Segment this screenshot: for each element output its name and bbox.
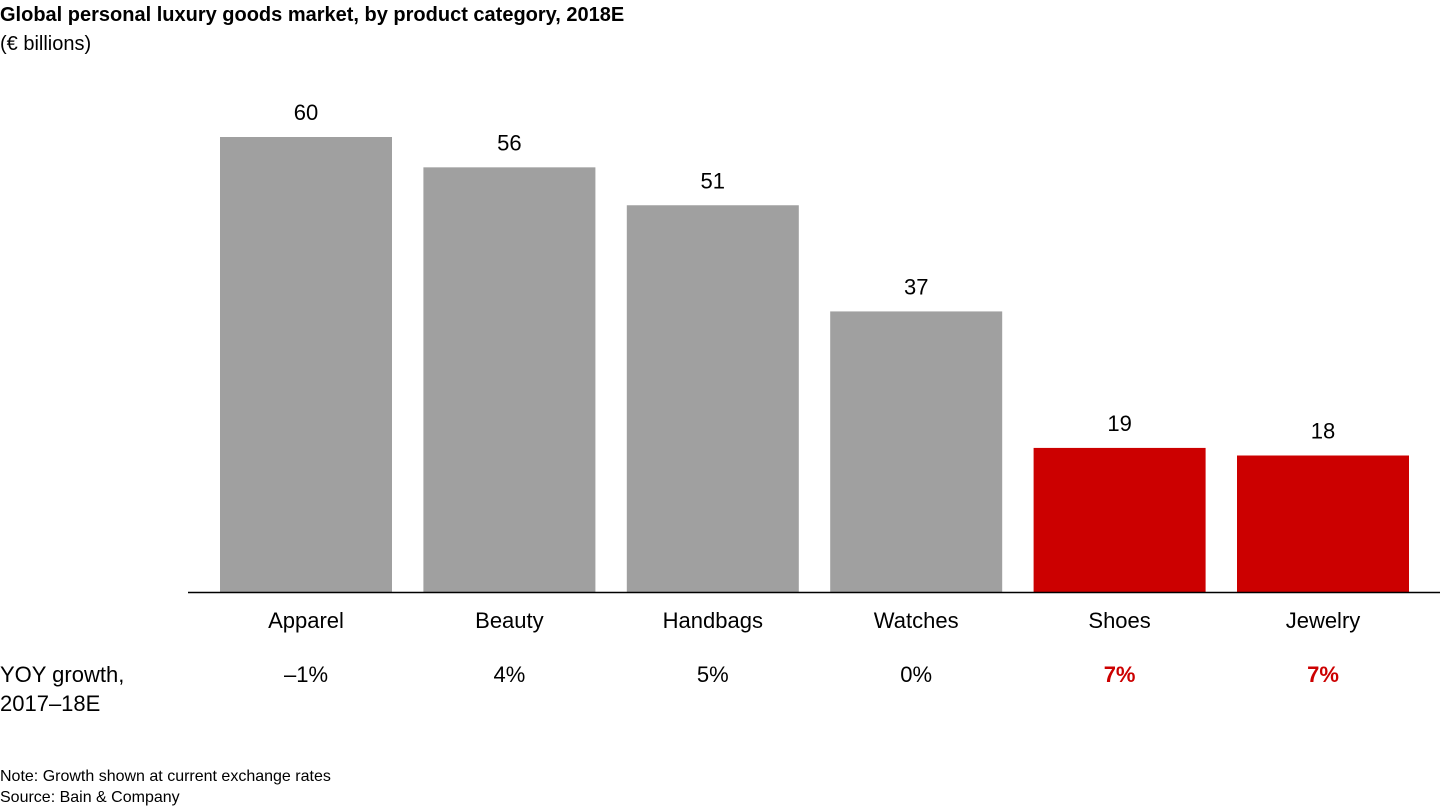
bar-handbags: [626, 205, 799, 592]
bar-shoes: [1033, 447, 1206, 592]
bar-jewelry: [1237, 455, 1409, 592]
growth-row-label-line-1: YOY growth,: [0, 662, 124, 687]
source-text: Source: Bain & Company: [0, 789, 180, 806]
growth-row-label-line-2: 2017–18E: [0, 691, 100, 716]
category-label-jewelry: Jewelry: [1286, 608, 1361, 633]
chart-subtitle: (€ billions): [0, 33, 92, 55]
category-label-handbags: Handbags: [663, 608, 763, 633]
bar-watches: [830, 311, 1003, 592]
footnotes: Note: Growth shown at current exchange r…: [0, 766, 331, 808]
bars-group: [220, 137, 1409, 593]
growth-value-watches: 0%: [900, 662, 932, 687]
value-label-jewelry: 18: [1311, 419, 1335, 444]
growth-values-group: –1% 4% 5% 0% 7% 7%: [284, 662, 1339, 687]
growth-value-shoes: 7%: [1104, 662, 1136, 687]
category-label-beauty: Beauty: [475, 608, 544, 633]
bar-apparel: [220, 137, 392, 592]
value-label-handbags: 51: [701, 168, 725, 193]
value-label-apparel: 60: [294, 100, 318, 125]
bar-beauty: [423, 167, 596, 593]
note-text: Note: Growth shown at current exchange r…: [0, 768, 331, 785]
category-labels-group: Apparel Beauty Handbags Watches Shoes Jewelry: [268, 608, 1360, 633]
growth-value-beauty: 4%: [494, 662, 526, 687]
category-label-shoes: Shoes: [1088, 608, 1150, 633]
value-labels-group: 60 56 51 37 19 18: [294, 100, 1335, 444]
growth-value-jewelry: 7%: [1307, 662, 1339, 687]
category-label-apparel: Apparel: [268, 608, 344, 633]
value-label-beauty: 56: [497, 130, 521, 155]
growth-value-handbags: 5%: [697, 662, 729, 687]
value-label-watches: 37: [904, 274, 928, 299]
category-label-watches: Watches: [874, 608, 959, 633]
growth-value-apparel: –1%: [284, 662, 328, 687]
chart-title: Global personal luxury goods market, by …: [0, 4, 625, 26]
value-label-shoes: 19: [1107, 411, 1131, 436]
bar-chart: 60 56 51 37 19 18 Apparel Beauty Handbags Watche…: [0, 100, 1440, 716]
